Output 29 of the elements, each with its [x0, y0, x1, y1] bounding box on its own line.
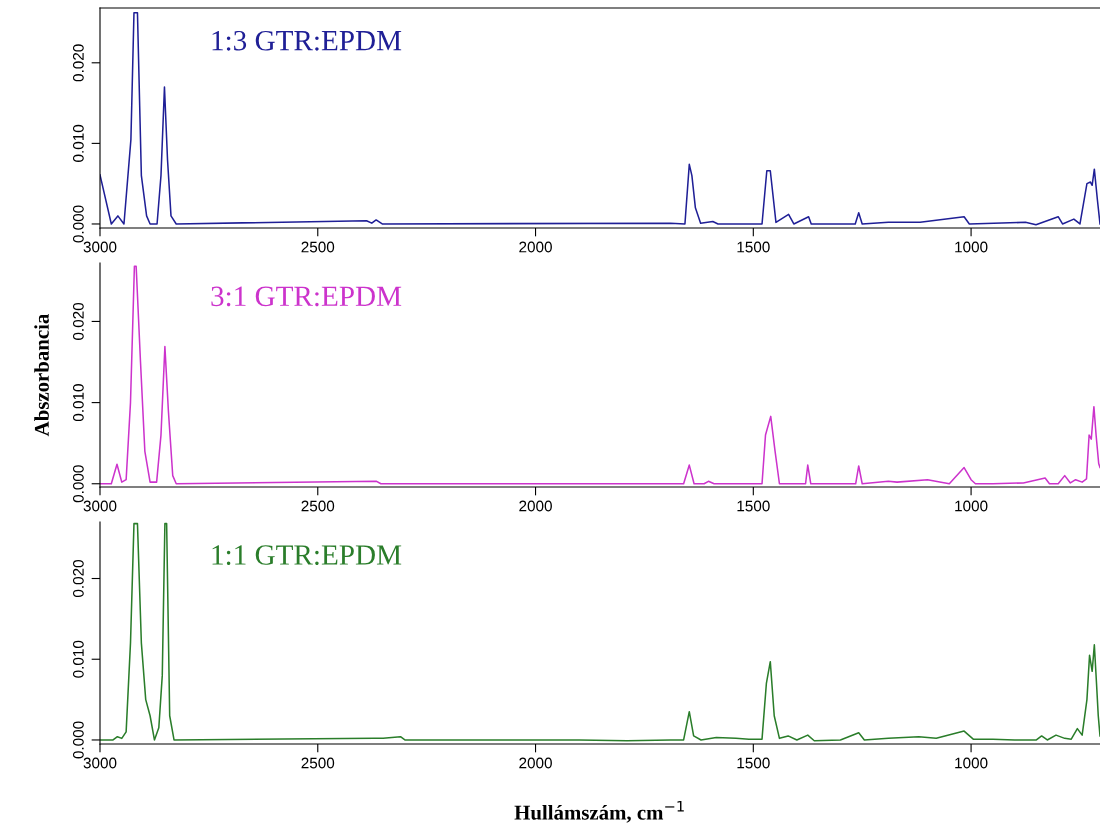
x-tick-label: 1000	[955, 500, 988, 512]
y-tick-label: 0.020	[72, 44, 84, 82]
y-tick-label: 0.000	[72, 721, 84, 759]
series-label: 1:1 GTR:EPDM	[212, 545, 402, 565]
x-tick-label: 1000	[955, 757, 988, 769]
x-tick-label: 2000	[519, 757, 552, 769]
y-tick-label: 0.010	[72, 640, 84, 678]
x-tick-label: 3000	[83, 241, 117, 253]
x-tick-label: 2000	[519, 241, 552, 253]
x-tick-label: 1500	[737, 757, 770, 769]
x-tick-label: 2500	[301, 500, 335, 512]
y-axis-title: Abszorbancia	[34, 313, 49, 437]
y-tick-label: 0.020	[72, 559, 84, 598]
y-tick-label: 0.010	[72, 124, 84, 162]
y-tick-label: 0.000	[72, 465, 84, 503]
x-tick-label: 2500	[301, 757, 335, 769]
x-tick-label: 1000	[955, 241, 988, 253]
x-tick-label: 3000	[83, 757, 117, 769]
y-tick-label: 0.000	[72, 205, 84, 243]
text: 3:1 GTR:EPDM	[211, 286, 402, 307]
text: 1:3 GTR:EPDM	[212, 30, 402, 51]
x-axis-title: Hullámszám, cm$^{−1}$	[514, 800, 684, 823]
x-tick-label: 3000	[83, 500, 117, 512]
y-tick-label: 0.010	[72, 384, 84, 422]
x-tick-label: 2500	[301, 241, 335, 253]
x-tick-label: 2000	[519, 500, 552, 512]
x-tick-label: 1500	[737, 500, 770, 512]
y-tick-label: 0.020	[72, 302, 84, 340]
x-tick-label: 1500	[737, 241, 770, 253]
